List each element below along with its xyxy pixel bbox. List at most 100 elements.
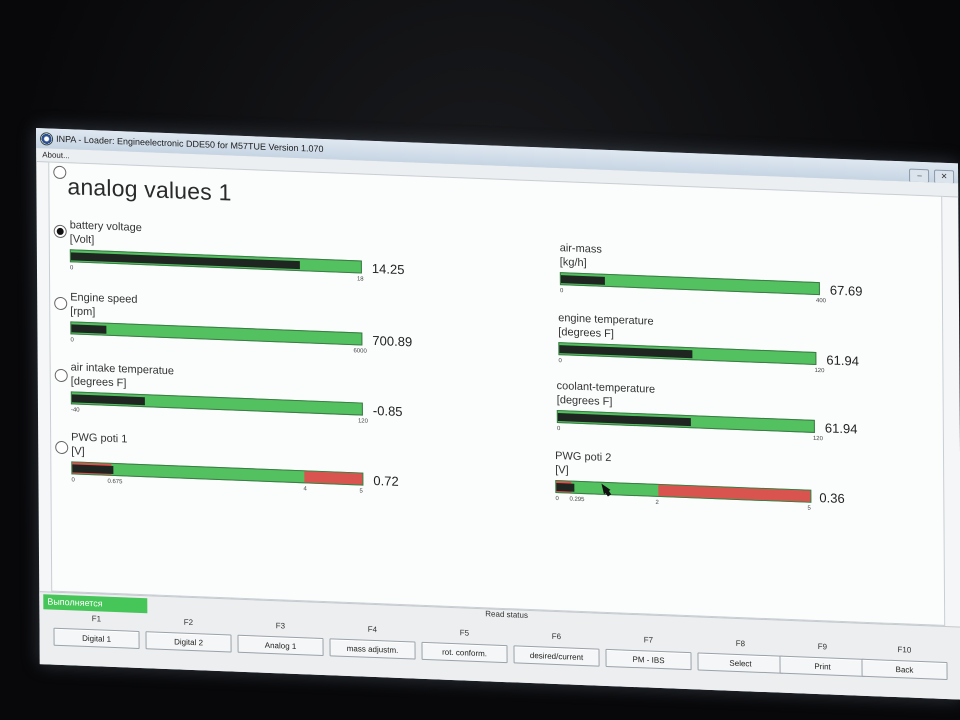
digital-2-button[interactable]: Digital 2 xyxy=(145,631,232,653)
print-button[interactable]: Print xyxy=(779,655,866,677)
meter-label: coolant-temperature xyxy=(556,380,656,396)
meter-unit: [V] xyxy=(71,445,85,458)
meter-fill xyxy=(72,464,113,474)
window-controls: – ✕ xyxy=(907,164,955,185)
meter-bar xyxy=(555,479,812,503)
meter-bar xyxy=(70,391,363,416)
meter-red-zone-high xyxy=(657,484,811,502)
fkey-number: F6 xyxy=(551,631,562,642)
meter-bar xyxy=(69,249,362,274)
meter-fill xyxy=(71,394,145,406)
meter-tick: 0.675 xyxy=(107,478,123,486)
meter-label: battery voltage xyxy=(69,219,142,235)
meter-value: 700.89 xyxy=(372,332,413,350)
bmw-logo-icon xyxy=(40,132,54,146)
back-button[interactable]: Back xyxy=(861,658,948,681)
meter-fill xyxy=(70,252,301,270)
select-button[interactable]: Select xyxy=(697,652,784,674)
fkey-f2: F2 Digital 2 xyxy=(145,615,232,660)
meter-unit: [degrees F] xyxy=(556,394,613,409)
meter-unit: [degrees F] xyxy=(70,375,127,390)
page-radio-5[interactable] xyxy=(55,440,69,455)
fkey-f3: F3 Analog 1 xyxy=(237,619,324,664)
meter-fill xyxy=(71,324,107,334)
fkey-f6: F6 desired/current xyxy=(513,629,600,674)
digital-1-button[interactable]: Digital 1 xyxy=(53,627,140,649)
meter-min: 0 xyxy=(555,495,559,503)
meter-engine-temperature: engine temperature [degrees F] 0 120 61.… xyxy=(558,312,859,380)
fkey-number: F4 xyxy=(367,624,378,635)
meter-value: 67.69 xyxy=(829,282,863,299)
meter-min: 0 xyxy=(559,288,564,295)
status-running-badge: Выполняется xyxy=(43,594,148,614)
fkey-number: F1 xyxy=(91,614,102,624)
meter-bar xyxy=(559,272,820,296)
meter-label: Engine speed xyxy=(70,291,138,306)
fkey-number: F9 xyxy=(817,642,828,652)
meter-air-mass: air-mass [kg/h] 0 400 67.69 xyxy=(559,242,863,310)
meter-min: 0 xyxy=(558,358,562,365)
meter-value: 0.72 xyxy=(373,472,399,489)
meter-max: 18 xyxy=(356,276,364,283)
meter-unit: [Volt] xyxy=(69,233,95,247)
analog-1-button[interactable]: Analog 1 xyxy=(237,634,324,657)
fkey-f1: F1 Digital 1 xyxy=(53,612,140,657)
fkey-number: F7 xyxy=(643,635,654,645)
meter-tick: 4 xyxy=(303,486,307,493)
page-radio-4[interactable] xyxy=(54,368,68,383)
fkey-number: F8 xyxy=(735,638,746,649)
meter-max: 5 xyxy=(807,505,811,512)
meter-coolant-temperature: coolant-temperature [degrees F] 0 120 61… xyxy=(556,380,858,448)
meter-max: 120 xyxy=(814,367,825,375)
pm-ibs-button[interactable]: PM - IBS xyxy=(605,648,692,671)
meter-min: 0 xyxy=(556,426,561,433)
meter-unit: [V] xyxy=(555,463,569,477)
meter-fill xyxy=(557,413,691,427)
meter-max: 5 xyxy=(359,488,363,495)
meter-fill xyxy=(556,483,575,492)
meter-bar xyxy=(558,342,817,365)
meter-air-intake-temperature: air intake temperatue [degrees F] -40 12… xyxy=(70,361,403,429)
rot-conform-button[interactable]: rot. conform. xyxy=(421,641,508,664)
meter-unit: [rpm] xyxy=(70,305,96,319)
meter-unit: [kg/h] xyxy=(559,256,587,270)
meter-tick: 2 xyxy=(655,499,659,506)
meter-max: 120 xyxy=(812,435,823,443)
desired-current-button[interactable]: desired/current xyxy=(513,645,600,667)
meter-red-zone-high xyxy=(304,471,363,485)
meter-max: 400 xyxy=(815,297,827,305)
menu-about[interactable]: About... xyxy=(42,150,70,161)
page-title: analog values 1 xyxy=(67,173,232,206)
fkey-f5: F5 rot. conform. xyxy=(421,626,508,671)
meter-engine-speed: Engine speed [rpm] 0 6000 700.89 xyxy=(70,291,412,359)
meter-label: air intake temperatue xyxy=(70,361,175,378)
fkey-f9: F9 Print xyxy=(779,640,866,685)
meter-min: 0 xyxy=(70,337,74,344)
meter-pwg-poti-1: PWG poti 1 [V] 0 0.675 4 5 0.72 xyxy=(71,431,399,499)
meter-fill xyxy=(559,345,693,359)
page-radio-2[interactable] xyxy=(53,224,67,239)
fkey-f7: F7 PM - IBS xyxy=(605,633,692,678)
meter-bar xyxy=(70,321,363,346)
meter-unit: [degrees F] xyxy=(558,326,614,341)
mass-adjustment-button[interactable]: mass adjustm. xyxy=(329,638,416,660)
fkey-number: F5 xyxy=(459,628,470,638)
meter-label: PWG poti 2 xyxy=(555,449,612,465)
meter-value: 61.94 xyxy=(826,352,859,369)
meter-fill xyxy=(560,275,605,285)
page-radio-3[interactable] xyxy=(54,296,68,311)
main-content-area: analog values 1 battery voltage [Volt] 0… xyxy=(48,161,946,626)
meter-battery-voltage: battery voltage [Volt] 0 18 14.25 xyxy=(69,219,405,287)
meter-max: 120 xyxy=(357,418,368,425)
meter-label: engine temperature xyxy=(558,312,654,328)
meter-label: PWG poti 1 xyxy=(71,431,128,446)
application-window: INPA - Loader: Engineelectronic DDE50 fo… xyxy=(36,128,960,700)
page-radio-group xyxy=(53,165,69,498)
fkey-f10: F10 Back xyxy=(861,643,948,688)
fkey-number: F2 xyxy=(183,617,194,628)
page-radio-1[interactable] xyxy=(53,165,67,180)
meter-min: 0 xyxy=(71,477,75,484)
meter-bar xyxy=(556,410,815,433)
meter-value: 0.36 xyxy=(819,490,845,507)
meter-tick: 0.295 xyxy=(569,496,585,504)
